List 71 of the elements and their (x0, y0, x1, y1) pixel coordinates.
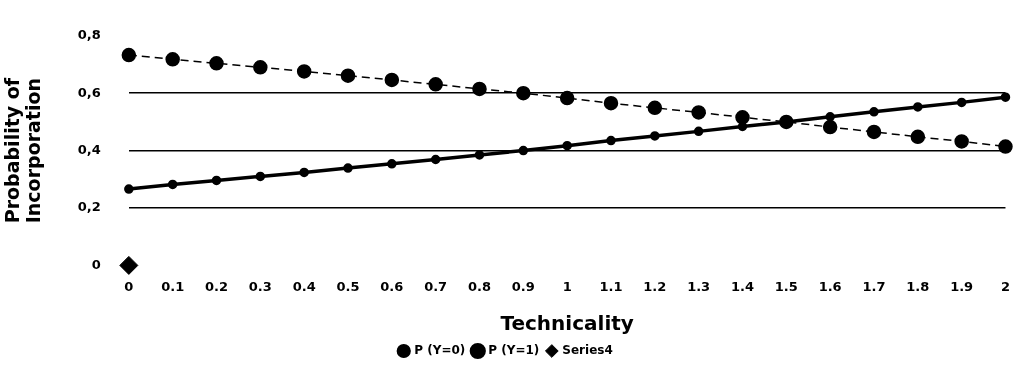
point (869, 107, 879, 117)
x-tick-label: 0.2 (204, 278, 229, 294)
y-tick-label: 0,8 (77, 27, 101, 43)
point (913, 102, 923, 112)
point (340, 68, 356, 83)
point (825, 111, 835, 122)
x-tick-label: 1.4 (730, 278, 754, 294)
point (299, 167, 309, 178)
y-tick-label: 0,2 (77, 199, 101, 215)
point (296, 64, 312, 79)
x-tick-label: 0.7 (424, 278, 448, 294)
y-tick-label: 0,6 (77, 84, 101, 100)
x-tick-label: 1.1 (599, 278, 623, 294)
point (866, 124, 882, 140)
x-tick-label: 0.6 (380, 278, 404, 294)
point (910, 129, 926, 145)
point (253, 60, 268, 75)
x-tick-label: 0.5 (336, 278, 360, 294)
point (211, 175, 222, 186)
x-tick-label: 1.5 (774, 278, 798, 294)
point (956, 97, 967, 108)
x-tick-label: 1.8 (906, 278, 930, 294)
point (562, 140, 572, 151)
point (647, 100, 663, 116)
x-tick-label: 1.6 (818, 278, 842, 294)
x-tick-label: 0.3 (248, 278, 272, 294)
point (209, 56, 224, 71)
legend-label: P (Y=1) (488, 343, 540, 358)
x-tick-label: 1.7 (862, 278, 886, 294)
x-tick-label: 1 (562, 278, 572, 294)
x-axis-title: Technicality (500, 311, 634, 336)
point (343, 163, 353, 173)
point (167, 179, 178, 190)
point (518, 145, 529, 156)
point (603, 96, 619, 111)
point (516, 85, 531, 101)
x-tick-label: 2 (1000, 278, 1010, 294)
point (822, 119, 838, 135)
point (124, 184, 134, 194)
x-tick-label: 0.8 (467, 278, 491, 294)
point (559, 90, 575, 106)
x-tick-label: 0 (124, 278, 134, 294)
point (954, 134, 969, 149)
point (119, 255, 139, 275)
y-tick-label: 0 (91, 256, 101, 272)
point (1000, 92, 1011, 102)
point (998, 139, 1013, 154)
point (387, 159, 397, 169)
x-tick-label: 0.1 (161, 278, 185, 294)
y-axis-title: Probability of Incorporation (1, 77, 45, 224)
point (693, 126, 704, 137)
point (691, 105, 706, 120)
x-tick-label: 0.4 (292, 278, 316, 294)
legend-label: Series4 (562, 343, 613, 358)
point (650, 131, 660, 141)
x-tick-label: 1.2 (643, 278, 667, 294)
legend-label: P (Y=0) (414, 343, 466, 358)
x-tick-label: 1.9 (950, 278, 974, 294)
point (606, 135, 616, 146)
x-tick-label: 0.9 (511, 278, 535, 294)
point (384, 72, 400, 88)
point (255, 171, 266, 182)
point (474, 150, 485, 160)
point (121, 47, 137, 63)
point (428, 77, 443, 92)
point (165, 52, 180, 67)
point (735, 110, 750, 125)
x-tick-label: 1.3 (687, 278, 711, 294)
point (430, 154, 441, 165)
y-tick-label: 0,4 (77, 141, 101, 157)
point (472, 81, 487, 97)
